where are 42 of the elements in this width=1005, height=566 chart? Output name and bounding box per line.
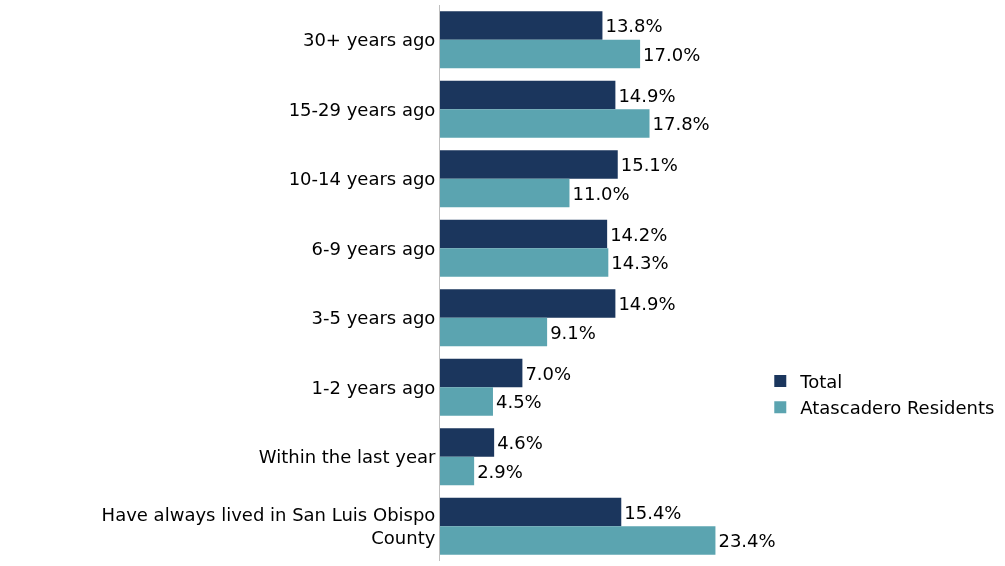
bar <box>440 526 716 555</box>
y-tick-label: 3-5 years ago <box>311 307 436 329</box>
data-label: 15.1% <box>620 154 678 176</box>
y-tick-label: 1-2 years ago <box>311 376 436 398</box>
data-label: 14.3% <box>611 252 669 273</box>
legend-label: Atascadero Residents <box>800 397 995 419</box>
data-label: 23.4% <box>718 530 776 551</box>
data-label: 14.9% <box>618 293 676 315</box>
data-label: 4.5% <box>495 391 542 412</box>
data-label: 4.6% <box>497 432 543 454</box>
bar <box>440 248 609 277</box>
bar <box>440 178 570 208</box>
bar <box>440 80 616 110</box>
bar <box>440 456 475 486</box>
bar <box>440 358 523 388</box>
data-label: 15.4% <box>624 501 682 523</box>
data-label: 11.0% <box>572 182 630 204</box>
data-label: 9.1% <box>550 321 596 343</box>
data-label: 14.9% <box>618 84 676 106</box>
bar <box>440 150 618 179</box>
bar <box>440 387 493 416</box>
y-tick-label: Have always lived in San Luis Obispo County <box>101 503 436 549</box>
data-label: 13.8% <box>605 15 663 36</box>
y-tick-label: Within the last year <box>258 446 436 468</box>
bar <box>440 428 495 457</box>
data-label: 2.9% <box>477 460 523 482</box>
legend-label: Total <box>799 370 843 392</box>
bar <box>440 219 608 249</box>
y-tick-label: 15-29 years ago <box>288 98 436 120</box>
data-label: 14.2% <box>610 223 668 245</box>
bar <box>440 289 616 318</box>
y-tick-label: 30+ years ago <box>302 29 436 51</box>
bar <box>440 39 641 69</box>
bar <box>440 11 603 40</box>
bar <box>440 109 650 138</box>
bar <box>440 497 622 527</box>
bar <box>440 317 548 347</box>
data-label: 17.8% <box>652 113 710 134</box>
data-label: 7.0% <box>525 362 572 384</box>
y-tick-label: 10-14 years ago <box>288 168 436 190</box>
y-tick-label: 6-9 years ago <box>311 237 436 259</box>
data-label: 17.0% <box>643 43 701 65</box>
